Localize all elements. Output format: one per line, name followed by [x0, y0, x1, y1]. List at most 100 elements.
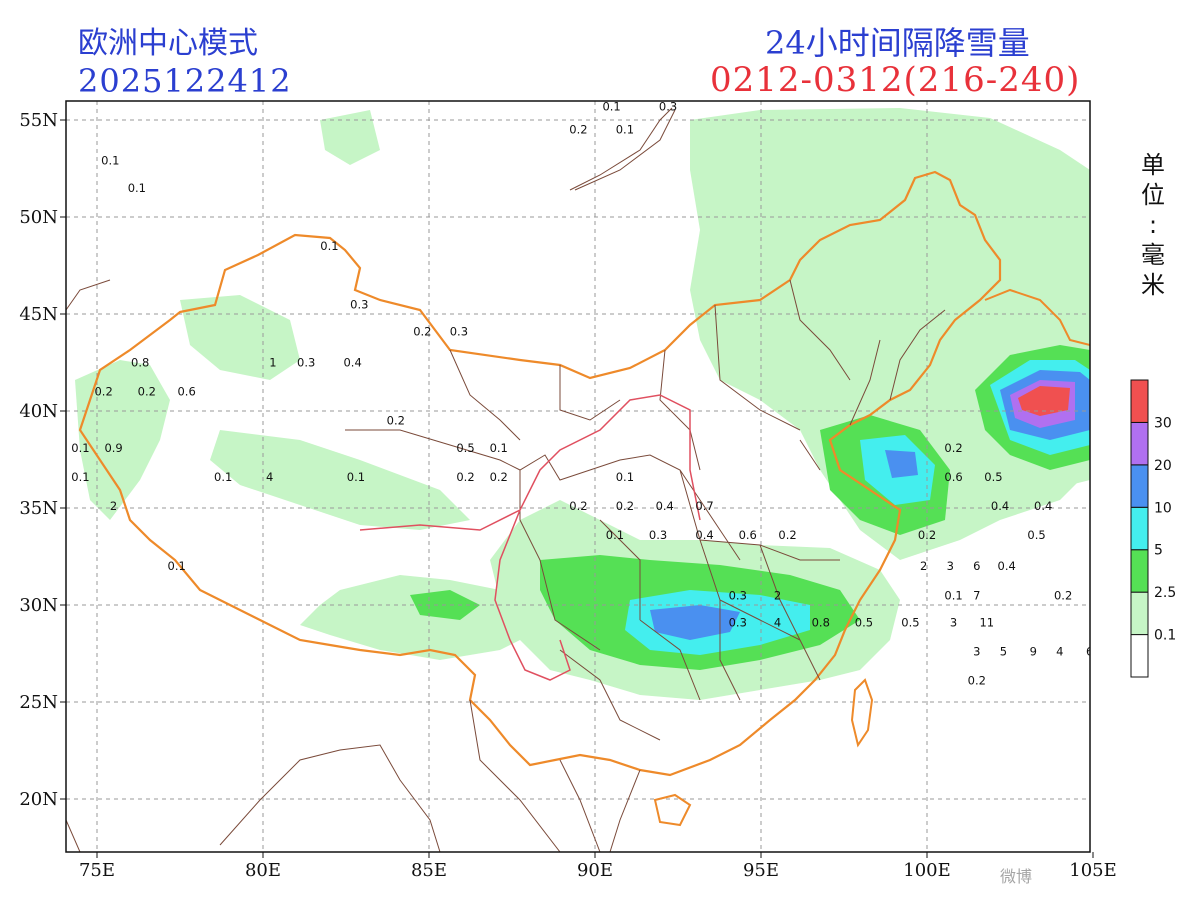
- colorbar-segment: [1130, 421, 1149, 466]
- station-value: 0.8: [131, 356, 149, 370]
- station-value: 0.5: [901, 615, 919, 629]
- snow-area-tibet: [300, 575, 540, 660]
- station-value: 0.3: [729, 588, 747, 602]
- station-value: 3: [947, 559, 954, 573]
- station-value: 4: [266, 470, 273, 484]
- station-value: 0.2: [490, 470, 508, 484]
- station-value: 0.2: [778, 528, 796, 542]
- station-value: 3: [950, 615, 957, 629]
- lat-label: 55N: [19, 110, 58, 131]
- longitude-labels: 75E80E85E90E95E100E105E110E115E120E: [79, 852, 1117, 881]
- station-value: 0.2: [569, 499, 587, 513]
- station-value: 0.1: [214, 470, 232, 484]
- colorbar-segment: [1130, 634, 1149, 678]
- station-value: 4: [1096, 588, 1103, 602]
- lon-label: 95E: [743, 860, 779, 881]
- station-value: 0.1: [128, 181, 146, 195]
- station-value: 11: [979, 615, 994, 629]
- station-value: 0.5: [855, 615, 873, 629]
- colorbar-label: 5: [1154, 543, 1163, 559]
- station-value: 0.2: [616, 499, 634, 513]
- station-value: 0.5: [984, 470, 1002, 484]
- hainan-outline: [653, 793, 692, 827]
- province-borders: [345, 279, 946, 741]
- station-value: 0.3: [659, 99, 677, 113]
- station-value: 0.1: [606, 528, 624, 542]
- station-value: 2: [1109, 615, 1116, 629]
- station-value: 1: [269, 356, 276, 370]
- station-value: 0.1: [347, 470, 365, 484]
- station-value: 0.3: [729, 615, 747, 629]
- lat-label: 30N: [19, 595, 58, 616]
- lon-label: 85E: [411, 860, 447, 881]
- station-value: 0.4: [991, 499, 1009, 513]
- snow-area-10-sw: [650, 605, 740, 640]
- station-value: 0.3: [450, 324, 468, 338]
- station-value: 4: [774, 615, 781, 629]
- station-value: 6: [1086, 645, 1093, 659]
- station-value: 0.4: [1034, 499, 1052, 513]
- colorbar-segment: [1130, 464, 1149, 508]
- unit-label: 单位:毫米: [1141, 151, 1165, 299]
- snow-area-tianshan: [180, 295, 300, 380]
- station-value: 0.1: [101, 154, 119, 168]
- snow-area-10-shandong: [885, 450, 918, 478]
- lat-label: 20N: [19, 789, 58, 810]
- lat-lon-grid: [66, 101, 1090, 852]
- station-value: 0.6: [944, 470, 962, 484]
- station-value: 3: [973, 645, 980, 659]
- china-border: [78, 170, 1002, 777]
- station-value: 0.2: [569, 123, 587, 137]
- station-value: 2: [1176, 588, 1183, 602]
- lat-label: 35N: [19, 498, 58, 519]
- station-value: 0.1: [944, 588, 962, 602]
- station-value: 2: [774, 588, 781, 602]
- station-value: 0.4: [695, 528, 713, 542]
- snowfall-shading: [75, 108, 1090, 700]
- station-value: 0.1: [71, 470, 89, 484]
- colorbar-label: 10: [1154, 500, 1172, 516]
- station-value: 0.2: [138, 385, 156, 399]
- neighbor-outline-w: [66, 279, 111, 852]
- station-value: 0.1: [168, 559, 186, 573]
- station-value: 5: [1000, 645, 1007, 659]
- station-value: 0.4: [343, 356, 361, 370]
- station-value: 0.3: [350, 297, 368, 311]
- station-value: 9: [1123, 588, 1130, 602]
- latitude-labels: 55N 50N 45N 40N 35N 30N 25N 20N: [19, 110, 66, 810]
- station-value: 0.2: [387, 414, 405, 428]
- station-value: 0.5: [1027, 528, 1045, 542]
- station-values: 0.1 0.30.2 0.10.10.10.11 0.30.2 0.30.8 1 0.3 0.…: [71, 99, 1183, 688]
- colorbar-label: 30: [1154, 415, 1172, 431]
- station-value: 0.8: [812, 615, 830, 629]
- station-value: 2: [1172, 674, 1179, 688]
- station-value: 0.7: [695, 499, 713, 513]
- model-title: 欧洲中心模式: [78, 26, 258, 61]
- neighbor-outline-sw: [219, 699, 641, 852]
- lat-label: 50N: [19, 207, 58, 228]
- lat-label: 45N: [19, 304, 58, 325]
- station-value: 0.2: [968, 674, 986, 688]
- station-value: 0.6: [739, 528, 757, 542]
- station-value: 0.3: [297, 356, 315, 370]
- lon-label: 80E: [245, 860, 281, 881]
- colorbar-segment: [1130, 379, 1149, 423]
- station-value: 0.2: [944, 441, 962, 455]
- station-value: 0.1: [616, 123, 634, 137]
- lon-label: 75E: [79, 860, 115, 881]
- colorbar-segment: [1130, 506, 1149, 551]
- station-value: 6: [973, 559, 980, 573]
- station-value: 0.1: [602, 99, 620, 113]
- regional-boundary: [359, 394, 701, 681]
- station-value: 5: [1172, 559, 1179, 573]
- snow-area-kunlun: [210, 430, 470, 530]
- station-value: 0.2: [1054, 588, 1072, 602]
- lon-label: 100E: [903, 860, 951, 881]
- station-value: 0.1: [490, 441, 508, 455]
- station-value: 4: [1056, 645, 1063, 659]
- colorbar-label: 0.1: [1154, 628, 1176, 644]
- station-value: 0.2: [94, 385, 112, 399]
- run-time: 2025122412: [78, 62, 292, 100]
- station-value: 0.1: [320, 239, 338, 253]
